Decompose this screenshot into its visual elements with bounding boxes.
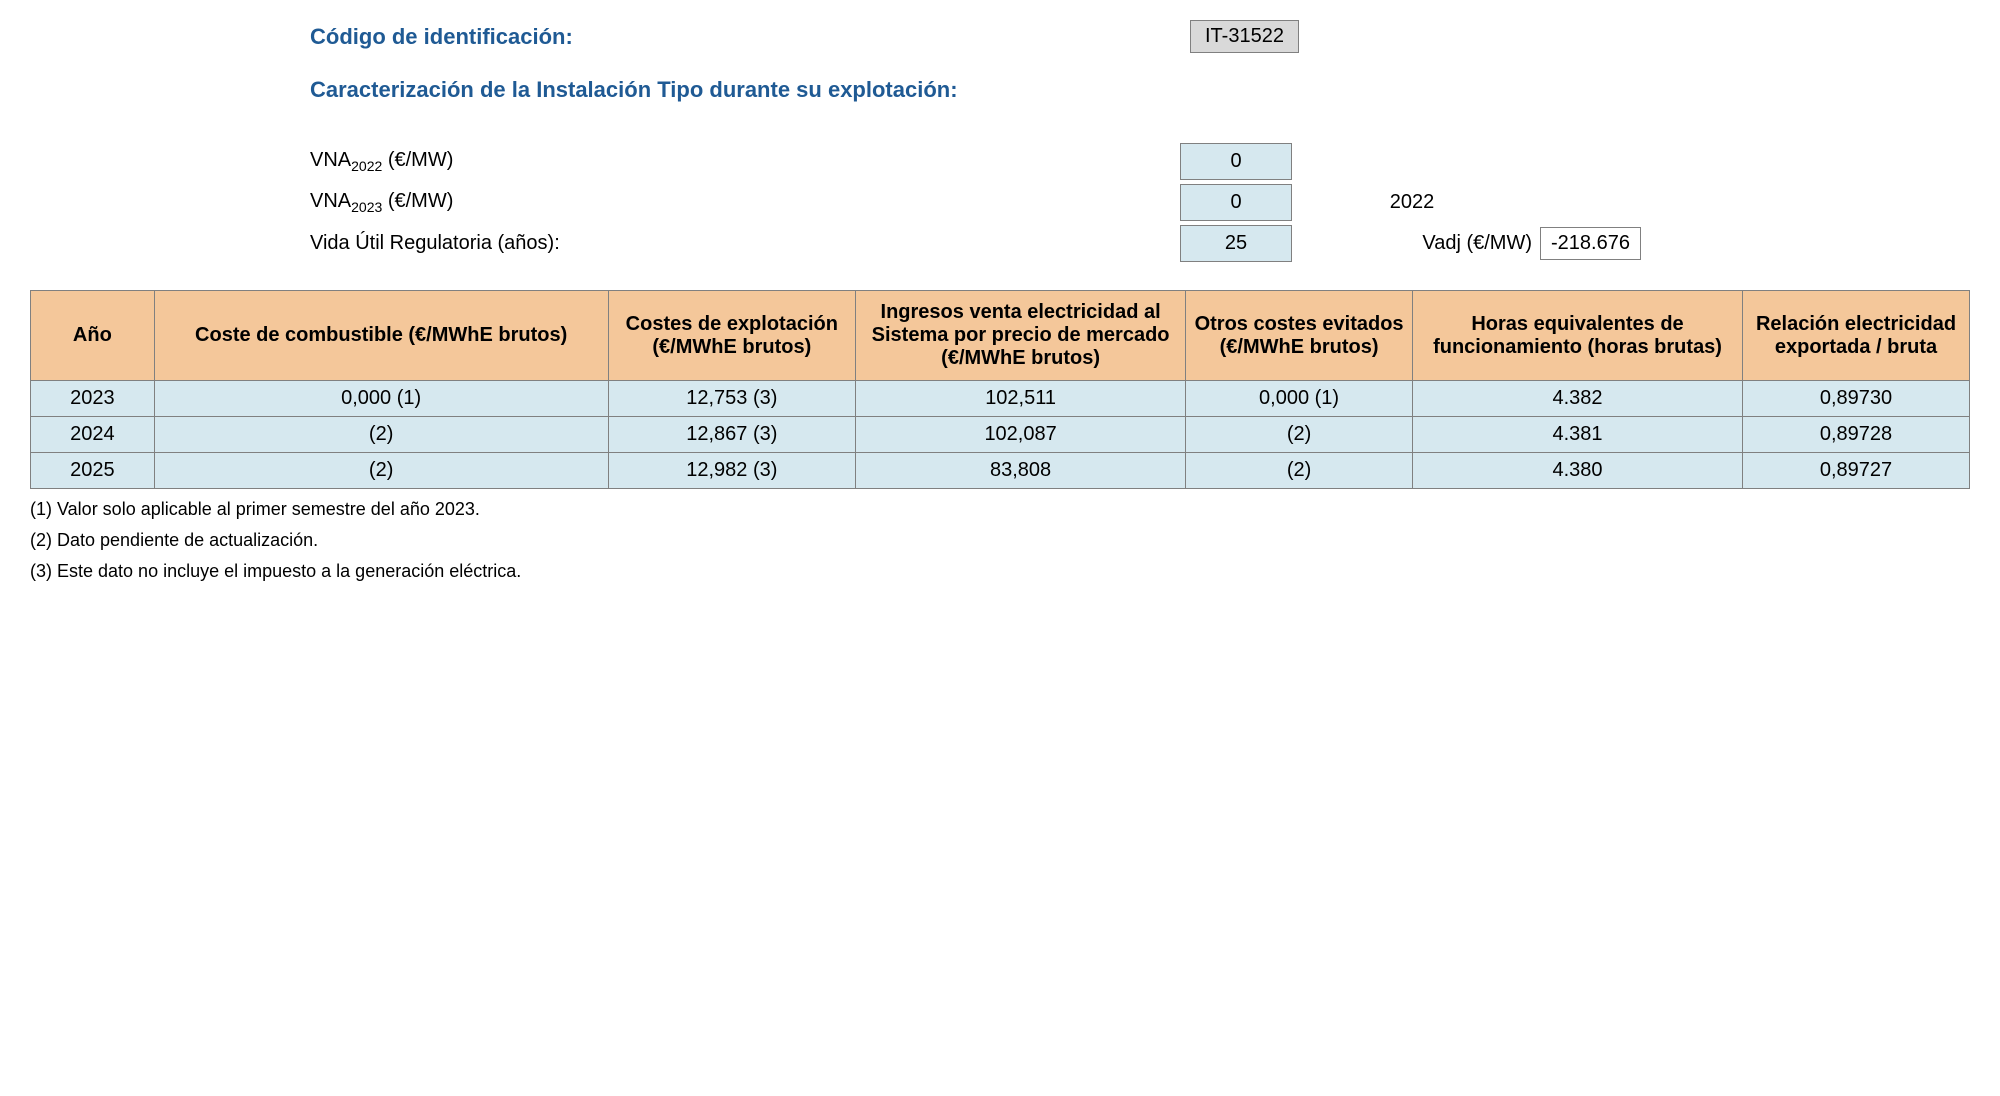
vna2022-label: VNA2022 (€/MW) <box>310 149 1180 174</box>
cell-ratio: 0,89727 <box>1743 453 1970 489</box>
life-label: Vida Útil Regulatoria (años): <box>310 232 1180 255</box>
code-value: IT-31522 <box>1190 20 1299 53</box>
code-label: Código de identificación: <box>30 24 1190 50</box>
cell-hours: 4.381 <box>1413 417 1743 453</box>
vadj-label: Vadj (€/MW) <box>1292 232 1540 255</box>
table-row: 2024 (2) 12,867 (3) 102,087 (2) 4.381 0,… <box>31 417 1970 453</box>
cell-fuel: (2) <box>154 453 608 489</box>
vna2023-label: VNA2023 (€/MW) <box>310 190 1180 215</box>
cell-year: 2025 <box>31 453 155 489</box>
th-hours: Horas equivalentes de funcionamiento (ho… <box>1413 291 1743 381</box>
life-value: 25 <box>1180 225 1292 262</box>
life-row: Vida Útil Regulatoria (años): 25 Vadj (€… <box>30 225 1970 262</box>
cell-ratio: 0,89728 <box>1743 417 1970 453</box>
table-body: 2023 0,000 (1) 12,753 (3) 102,511 0,000 … <box>31 381 1970 489</box>
year-right: 2022 <box>1292 191 1532 214</box>
vna2022-row: VNA2022 (€/MW) 0 <box>30 143 1970 180</box>
cell-other: (2) <box>1186 417 1413 453</box>
vna2022-value: 0 <box>1180 143 1292 180</box>
characterization-row: Caracterización de la Instalación Tipo d… <box>30 77 1970 103</box>
cell-op: 12,982 (3) <box>608 453 856 489</box>
table-header: Año Coste de combustible (€/MWhE brutos)… <box>31 291 1970 381</box>
cell-rev: 83,808 <box>856 453 1186 489</box>
cell-fuel: 0,000 (1) <box>154 381 608 417</box>
cell-other: (2) <box>1186 453 1413 489</box>
vadj-value: -218.676 <box>1540 227 1641 260</box>
footnote-2: (2) Dato pendiente de actualización. <box>30 530 1970 551</box>
characterization-label: Caracterización de la Instalación Tipo d… <box>30 77 1190 103</box>
footnote-1: (1) Valor solo aplicable al primer semes… <box>30 499 1970 520</box>
cell-hours: 4.382 <box>1413 381 1743 417</box>
th-ratio: Relación electricidad exportada / bruta <box>1743 291 1970 381</box>
cell-year: 2024 <box>31 417 155 453</box>
th-year: Año <box>31 291 155 381</box>
th-fuel: Coste de combustible (€/MWhE brutos) <box>154 291 608 381</box>
code-row: Código de identificación: IT-31522 <box>30 20 1970 53</box>
cell-op: 12,867 (3) <box>608 417 856 453</box>
cell-op: 12,753 (3) <box>608 381 856 417</box>
vna2023-value: 0 <box>1180 184 1292 221</box>
cell-hours: 4.380 <box>1413 453 1743 489</box>
cell-year: 2023 <box>31 381 155 417</box>
cell-fuel: (2) <box>154 417 608 453</box>
footnotes: (1) Valor solo aplicable al primer semes… <box>30 499 1970 582</box>
data-table: Año Coste de combustible (€/MWhE brutos)… <box>30 290 1970 489</box>
th-op: Costes de explotación (€/MWhE brutos) <box>608 291 856 381</box>
table-row: 2025 (2) 12,982 (3) 83,808 (2) 4.380 0,8… <box>31 453 1970 489</box>
cell-ratio: 0,89730 <box>1743 381 1970 417</box>
th-other: Otros costes evitados (€/MWhE brutos) <box>1186 291 1413 381</box>
cell-rev: 102,511 <box>856 381 1186 417</box>
table-row: 2023 0,000 (1) 12,753 (3) 102,511 0,000 … <box>31 381 1970 417</box>
cell-other: 0,000 (1) <box>1186 381 1413 417</box>
vna2023-row: VNA2023 (€/MW) 0 2022 <box>30 184 1970 221</box>
th-rev: Ingresos venta electricidad al Sistema p… <box>856 291 1186 381</box>
cell-rev: 102,087 <box>856 417 1186 453</box>
footnote-3: (3) Este dato no incluye el impuesto a l… <box>30 561 1970 582</box>
